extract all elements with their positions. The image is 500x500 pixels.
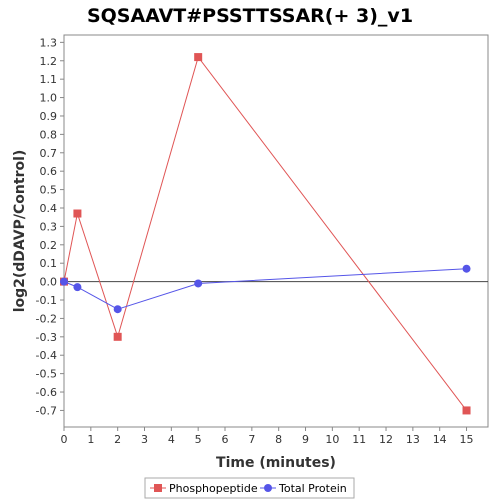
y-tick-label: 1.3: [40, 36, 58, 49]
data-point-phosphopeptide: [73, 209, 82, 218]
legend-marker-total-protein: [264, 484, 272, 492]
y-axis-label: log2(dDAVP/Control): [12, 150, 28, 313]
x-tick-label: 1: [87, 433, 94, 446]
data-point-total-protein: [462, 264, 471, 273]
y-tick-label: 0.0: [40, 276, 58, 289]
y-tick-label: -0.1: [36, 294, 57, 307]
x-tick-label: 3: [141, 433, 148, 446]
x-tick-label: 5: [195, 433, 202, 446]
y-tick-label: -0.6: [36, 386, 57, 399]
x-tick-label: 0: [61, 433, 68, 446]
y-tick-label: 0.3: [40, 220, 58, 233]
data-point-phosphopeptide: [194, 53, 203, 62]
x-tick-label: 13: [406, 433, 420, 446]
y-tick-label: -0.2: [36, 312, 57, 325]
x-tick-label: 2: [114, 433, 121, 446]
y-tick-label: -0.4: [36, 349, 57, 362]
plot-area: [63, 34, 489, 428]
chart-title: SQSAAVT#PSSTTSSAR(+ 3)_v1: [87, 5, 413, 27]
legend-marker-phosphopeptide: [154, 484, 162, 492]
y-tick-label: 0.2: [40, 239, 58, 252]
y-tick-label: 0.1: [40, 257, 58, 270]
x-tick-label: 10: [325, 433, 339, 446]
y-tick-label: 0.9: [40, 110, 58, 123]
y-tick-label: 0.4: [40, 202, 58, 215]
series-layer: [60, 53, 471, 415]
y-tick-label: 0.5: [40, 184, 58, 197]
x-tick-label: 4: [168, 433, 175, 446]
y-tick-label: -0.7: [36, 404, 57, 417]
axes: 0 1 2 3 4 5 6 7 8 9 10 11 12 13 14 151.31.21.11.00.90.8…: [36, 36, 488, 446]
legend-items: Phosphopeptide Total Protein: [150, 482, 347, 495]
y-tick-label: -0.5: [36, 368, 57, 381]
legend-box: [144, 477, 355, 499]
x-tick-label: 7: [248, 433, 255, 446]
x-tick-label: 14: [433, 433, 447, 446]
data-point-total-protein: [194, 279, 203, 288]
legend-label-total-protein: Total Protein: [278, 482, 347, 495]
x-tick-label: 9: [302, 433, 309, 446]
y-tick-label: 0.7: [40, 147, 58, 160]
data-point-phosphopeptide: [462, 406, 471, 415]
y-tick-label: 1.0: [40, 92, 58, 105]
x-axis-label: Time (minutes): [216, 455, 336, 471]
data-point-phosphopeptide: [113, 332, 122, 341]
legend-label-phosphopeptide: Phosphopeptide: [169, 482, 258, 495]
x-tick-label: 12: [379, 433, 393, 446]
x-tick-label: 15: [460, 433, 474, 446]
y-tick-label: -0.3: [36, 331, 57, 344]
y-tick-label: 1.1: [40, 73, 58, 86]
data-point-total-protein: [73, 283, 82, 292]
data-point-total-protein: [113, 305, 122, 314]
x-tick-label: 8: [275, 433, 282, 446]
x-tick-label: 6: [222, 433, 229, 446]
x-tick-label: 11: [352, 433, 366, 446]
y-tick-label: 1.2: [40, 55, 58, 68]
y-tick-label: 0.6: [40, 165, 58, 178]
y-tick-label: 0.8: [40, 128, 58, 141]
legend: Phosphopeptide Total Protein: [144, 477, 355, 499]
data-point-total-protein: [60, 277, 68, 286]
